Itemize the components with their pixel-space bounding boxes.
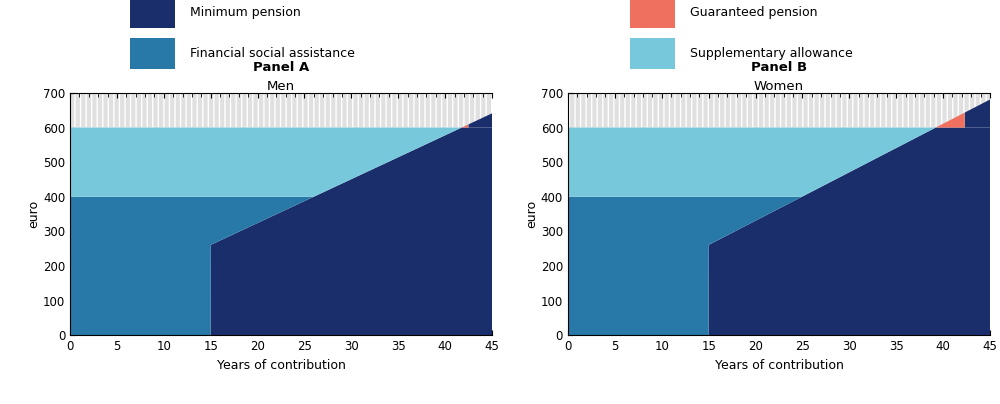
Bar: [630, 0, 675, 28]
Text: Minimum pension: Minimum pension: [190, 6, 301, 19]
Y-axis label: euro: euro: [27, 200, 40, 228]
Bar: [130, 38, 175, 69]
Bar: [130, 0, 175, 28]
Title: Men: Men: [267, 80, 295, 93]
Bar: [630, 38, 675, 69]
Y-axis label: euro: euro: [525, 200, 538, 228]
Title: Women: Women: [754, 80, 804, 93]
X-axis label: Years of contribution: Years of contribution: [217, 359, 345, 372]
Text: Financial social assistance: Financial social assistance: [190, 47, 355, 60]
X-axis label: Years of contribution: Years of contribution: [715, 359, 843, 372]
Text: Supplementary allowance: Supplementary allowance: [690, 47, 853, 60]
Text: Guaranteed pension: Guaranteed pension: [690, 6, 818, 19]
Text: Panel A: Panel A: [253, 61, 309, 74]
Text: Panel B: Panel B: [751, 61, 807, 74]
